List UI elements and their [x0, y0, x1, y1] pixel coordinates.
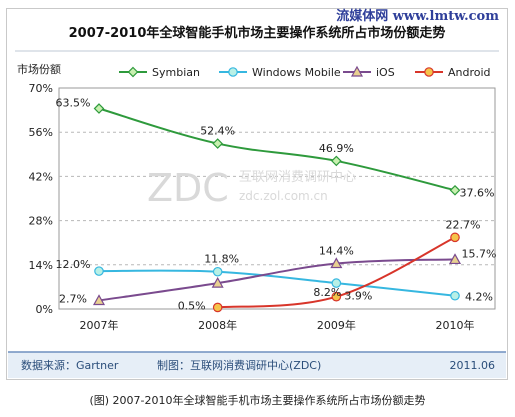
data-label: 4.2%: [465, 291, 493, 304]
y-axis-label: 市场份额: [17, 62, 61, 76]
line-chart: 2007-2010年全球智能手机市场主要操作系统所占市场份额走势 ZDC 互联网消…: [8, 25, 506, 378]
chart-title: 2007-2010年全球智能手机市场主要操作系统所占市场份额走势: [69, 25, 446, 41]
data-point: [350, 65, 364, 77]
data-point: [211, 276, 224, 288]
y-tick-label: 70%: [29, 82, 53, 95]
data-point: [450, 290, 460, 301]
zdc-cn-watermark: 互联网消费调研中心: [239, 170, 356, 185]
x-tick-label: 2007年: [80, 318, 119, 332]
data-point: [212, 266, 223, 277]
data-point: [92, 294, 106, 306]
data-label: 11.8%: [204, 253, 239, 266]
data-label: 37.6%: [460, 186, 495, 199]
producer-text: 制图：互联网消费调研中心(ZDC): [157, 358, 321, 372]
footer-bar: [8, 352, 506, 378]
series-line: [98, 107, 456, 192]
x-tick-label: 2010年: [436, 318, 475, 332]
data-point: [212, 138, 224, 149]
legend-entry: Android: [448, 66, 491, 79]
chart-panel: 流媒体网 www.lmtw.com 2007-2010年全球智能手机市场主要操作…: [6, 8, 508, 380]
data-label: 12.0%: [56, 258, 91, 271]
zdc-logo-watermark: ZDC: [147, 166, 229, 210]
data-label: 22.7%: [446, 218, 481, 231]
source-text: 数据来源：Gartner: [21, 358, 119, 372]
x-tick-label: 2008年: [198, 318, 237, 332]
data-label: 14.4%: [319, 245, 354, 258]
y-tick-label: 56%: [29, 126, 53, 139]
data-point: [330, 257, 343, 269]
series-line: [98, 258, 456, 302]
x-tick-label: 2009年: [317, 318, 356, 332]
zdc-url-watermark: zdc.zol.com.cn: [239, 189, 328, 203]
figure-caption: (图) 2007-2010年全球智能手机市场主要操作系统所占市场份额走势: [89, 394, 426, 407]
data-point: [228, 67, 238, 77]
data-label: 2.7%: [59, 292, 87, 305]
legend-entry: Windows Mobile: [252, 66, 341, 79]
data-label: 0.5%: [178, 299, 206, 312]
plot-area: [58, 87, 496, 310]
y-tick-label: 14%: [29, 259, 53, 272]
data-point: [330, 155, 342, 167]
data-point: [448, 253, 462, 265]
y-tick-label: 0%: [36, 303, 53, 316]
series-line: [98, 269, 456, 297]
y-tick-label: 42%: [29, 170, 53, 183]
data-label: 15.7%: [462, 247, 497, 260]
data-label: 46.9%: [319, 142, 354, 155]
data-label: 63.5%: [56, 97, 91, 110]
site-watermark: 流媒体网 www.lmtw.com: [336, 9, 499, 24]
data-label: 3.9%: [344, 290, 372, 303]
data-point: [424, 67, 434, 77]
y-tick-label: 28%: [29, 215, 53, 228]
data-point: [93, 103, 105, 114]
date-text: 2011.06: [450, 359, 496, 372]
data-point: [127, 66, 139, 78]
data-label: 8.2%: [313, 286, 341, 299]
data-point: [331, 278, 342, 288]
data-label: 52.4%: [200, 125, 235, 138]
data-point: [212, 302, 223, 313]
data-point: [94, 266, 104, 276]
data-point: [331, 291, 342, 302]
data-point: [449, 184, 461, 196]
legend-entry: iOS: [376, 66, 395, 79]
data-point: [450, 232, 460, 243]
legend-entry: Symbian: [152, 66, 200, 79]
